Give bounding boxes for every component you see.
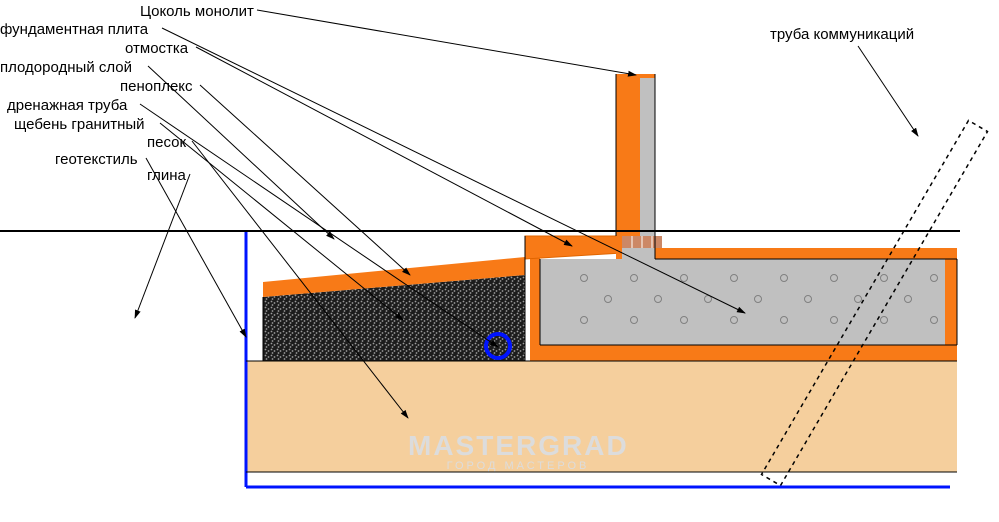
label-otmostka: отмостка xyxy=(125,41,188,58)
label-truba_komm: труба коммуникаций xyxy=(770,27,914,44)
truba_komm-leader xyxy=(858,46,918,136)
otmostka-leader xyxy=(196,47,572,246)
label-dren: дренажная труба xyxy=(7,98,127,115)
penoplex-right xyxy=(945,259,957,345)
penoplex-top-strip xyxy=(655,248,957,259)
otmostka xyxy=(525,236,622,259)
label-geo: геотекстиль xyxy=(55,152,138,169)
tsokol-cap xyxy=(640,74,655,78)
concrete-monolith xyxy=(540,74,957,345)
watermark-main: MASTERGRAD xyxy=(408,432,628,460)
penoplex-bottom xyxy=(530,345,957,361)
label-plita: фундаментная плита xyxy=(0,22,148,39)
label-scheb: щебень гранитный xyxy=(14,117,145,134)
watermark-sub: ГОРОД МАСТЕРОВ xyxy=(408,460,628,472)
label-glina: глина xyxy=(147,168,186,185)
label-pesok: песок xyxy=(147,135,186,152)
label-plod: плодородный слой xyxy=(0,60,132,77)
label-peno: пеноплекс xyxy=(120,79,193,96)
geo-leader xyxy=(146,158,246,337)
glina-leader xyxy=(135,174,190,318)
label-tsokol: Цоколь монолит xyxy=(140,4,254,21)
tsokol-leader xyxy=(257,10,636,75)
peno-leader xyxy=(200,85,410,275)
